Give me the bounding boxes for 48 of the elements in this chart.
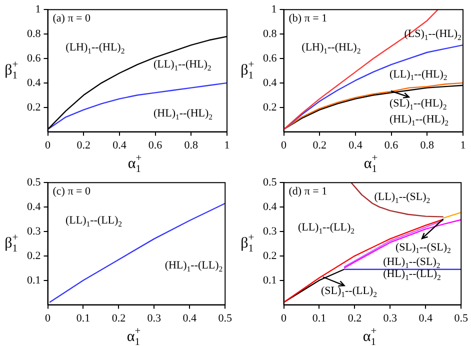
x-tick-label: 0.4 [182, 312, 198, 324]
x-tick-label: 0.3 [147, 312, 162, 324]
y-tick-label: 1 [271, 3, 277, 16]
x-tick-label: 0.6 [148, 139, 163, 152]
y-tick-label: 0.6 [263, 52, 278, 64]
y-tick-label: 0.4 [27, 200, 42, 213]
x-tick-label: 0 [281, 139, 287, 152]
y-tick-label: 0.2 [27, 250, 41, 262]
x-tick-label: 0.5 [218, 312, 232, 324]
x-tick-label: 0.5 [454, 312, 468, 324]
x-tick-label: 0.4 [418, 312, 434, 324]
x-tick-label: 0.2 [76, 139, 90, 152]
x-tick-label: 0.2 [348, 312, 362, 324]
x-tick-label: 0.4 [348, 139, 363, 152]
y-tick-label: 0.1 [27, 274, 41, 286]
x-tick-label: 0.2 [112, 312, 126, 324]
y-tick-label: 0.2 [263, 250, 277, 262]
x-tick-label: 0 [281, 312, 287, 324]
chart-title: (d) π = 1 [288, 185, 328, 198]
y-tick-label: 0.6 [27, 52, 42, 64]
chart-title: (c) π = 0 [52, 185, 91, 198]
x-tick-label: 0.6 [384, 139, 399, 152]
y-tick-label: 0.5 [27, 176, 42, 188]
y-tick-label: 0.4 [263, 200, 278, 213]
x-tick-label: 0.2 [312, 139, 326, 152]
y-tick-label: 1 [35, 3, 41, 16]
x-tick-label: 0.8 [184, 139, 199, 152]
y-tick-label: 0.4 [27, 76, 42, 89]
y-tick-label: 0.1 [263, 274, 277, 286]
x-tick-label: 0.8 [420, 139, 435, 152]
y-tick-label: 0.8 [263, 28, 278, 40]
y-tick-label: 0.5 [263, 176, 278, 188]
x-tick-label: 0.1 [312, 312, 326, 324]
x-tick-label: 0.4 [112, 139, 127, 152]
x-tick-label: 0 [45, 139, 51, 152]
y-tick-label: 0.8 [27, 28, 42, 40]
chart-title: (a) π = 0 [52, 12, 91, 24]
y-tick-label: 0.4 [263, 76, 278, 89]
y-tick-label: 0.3 [263, 225, 278, 238]
chart-title: (b) π = 1 [288, 12, 328, 24]
y-tick-label: 0.2 [27, 101, 41, 114]
x-tick-label: 0 [45, 312, 51, 324]
x-tick-label: 1 [460, 139, 466, 152]
x-tick-label: 0.1 [76, 312, 90, 324]
y-tick-label: 0.2 [263, 101, 277, 114]
x-tick-label: 0.3 [383, 312, 398, 324]
y-tick-label: 0.3 [27, 225, 42, 238]
x-tick-label: 1 [224, 139, 230, 152]
